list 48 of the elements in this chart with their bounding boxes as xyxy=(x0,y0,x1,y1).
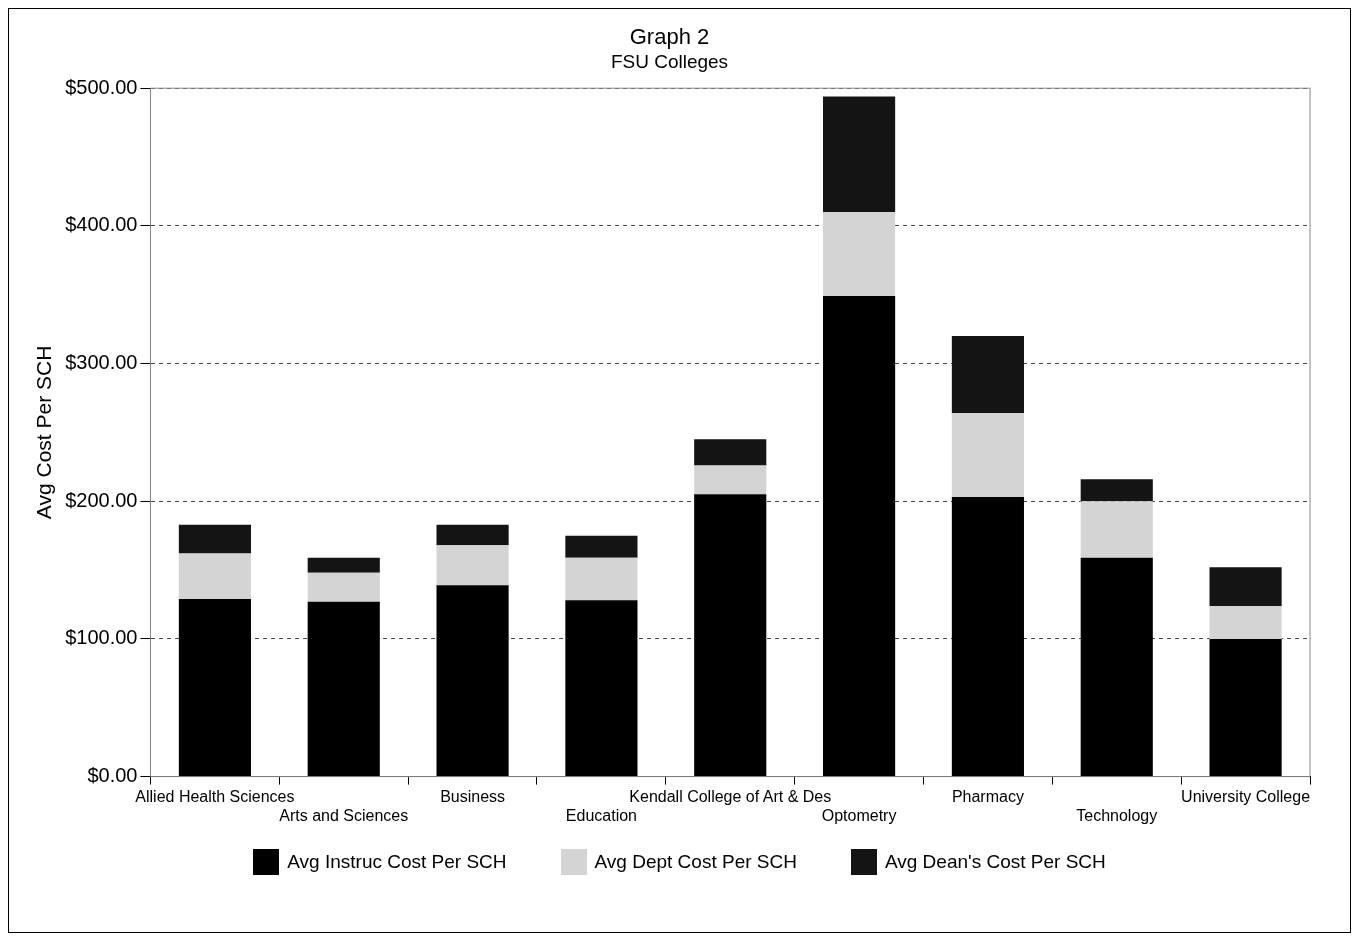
bar xyxy=(1080,501,1153,558)
bar xyxy=(823,96,896,213)
y-tick-label: $200.00 xyxy=(65,488,138,511)
bar xyxy=(823,212,896,297)
x-tick-label: University College xyxy=(1181,787,1311,805)
legend-label: Avg Dept Cost Per SCH xyxy=(594,851,797,873)
bar xyxy=(436,524,509,546)
x-tick-label: Technology xyxy=(1076,806,1158,824)
bar xyxy=(1209,638,1282,777)
bar xyxy=(694,494,767,777)
bar xyxy=(694,465,767,495)
bar xyxy=(951,336,1024,414)
y-tick-label: $0.00 xyxy=(87,764,138,787)
x-tick-label: Arts and Sciences xyxy=(279,806,409,824)
bar xyxy=(178,598,251,777)
bar xyxy=(436,545,509,586)
chart-title: Graph 2 xyxy=(629,24,710,50)
bar xyxy=(307,601,380,777)
bar xyxy=(1209,567,1282,606)
bar xyxy=(1209,605,1282,639)
chart-subtitle: FSU Colleges xyxy=(610,51,729,73)
x-tick-label: Optometry xyxy=(821,806,897,824)
bar xyxy=(694,439,767,466)
bar xyxy=(178,524,251,554)
y-tick-label: $300.00 xyxy=(65,351,138,374)
x-tick-label: Education xyxy=(565,806,637,824)
bar xyxy=(1080,557,1153,777)
y-tick-label: $100.00 xyxy=(65,626,138,649)
x-tick-label: Pharmacy xyxy=(951,787,1024,805)
legend-label: Avg Instruc Cost Per SCH xyxy=(287,851,507,873)
bar xyxy=(951,497,1024,777)
y-tick-label: $400.00 xyxy=(65,213,138,236)
bar xyxy=(951,413,1024,498)
bar xyxy=(307,557,380,573)
bar xyxy=(565,535,638,558)
bar xyxy=(436,585,509,777)
y-axis-title: Avg Cost Per SCH xyxy=(32,345,56,520)
bar xyxy=(823,296,896,777)
legend-label: Avg Dean's Cost Per SCH xyxy=(884,851,1106,873)
bar xyxy=(565,600,638,777)
bar xyxy=(565,557,638,601)
y-tick-label: $500.00 xyxy=(65,75,138,98)
x-tick-label: Allied Health Sciences xyxy=(135,787,295,805)
bar xyxy=(1080,479,1153,502)
x-tick-label: Kendall College of Art & Des xyxy=(629,787,832,805)
bar xyxy=(307,572,380,602)
bar xyxy=(178,553,251,599)
x-tick-label: Business xyxy=(440,787,506,805)
